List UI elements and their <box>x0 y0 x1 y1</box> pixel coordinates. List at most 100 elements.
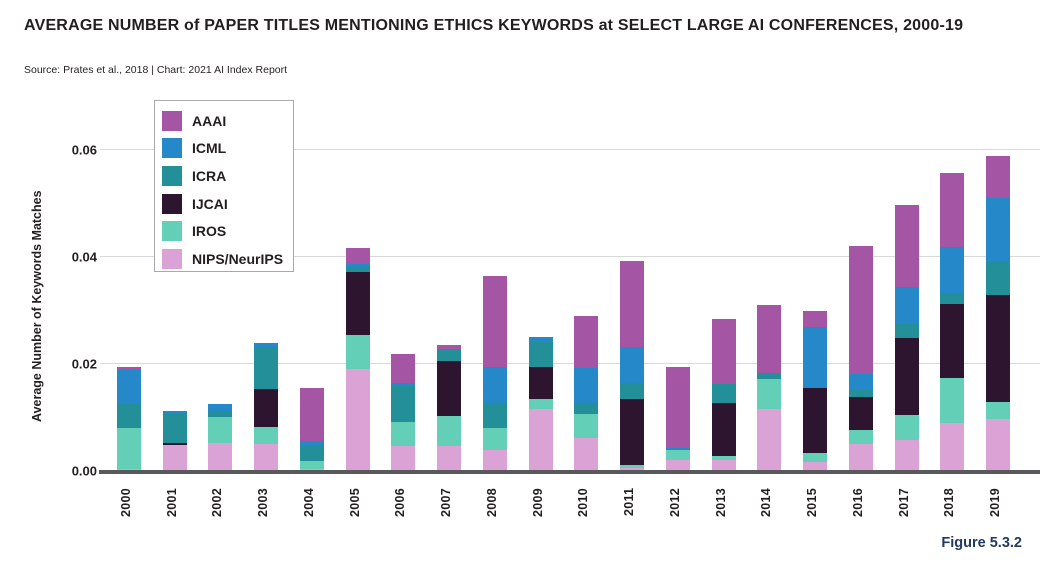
bar-segment-ICML <box>665 448 690 451</box>
bar-segment-NIPS/NeurIPS <box>940 423 965 471</box>
bar-segment-ICML <box>117 369 141 404</box>
bar-segment-AAAI <box>940 173 965 247</box>
bar-segment-ICRA <box>391 386 416 423</box>
x-tick-label-2006: 2006 <box>393 487 408 517</box>
x-tick-label-2008: 2008 <box>484 487 499 517</box>
bar-segment-ICML <box>254 342 279 347</box>
legend-item-IJCAI: IJCAI <box>162 190 293 218</box>
x-tick-label-2011: 2011 <box>622 487 637 517</box>
x-tick-label-2001: 2001 <box>164 487 179 517</box>
bar-segment-ICML <box>391 383 416 387</box>
chart-title: AVERAGE NUMBER of PAPER TITLES MENTIONIN… <box>24 17 964 34</box>
bar-segment-NIPS/NeurIPS <box>528 408 553 471</box>
x-axis-line <box>99 470 1040 474</box>
x-tick-label-2018: 2018 <box>942 487 957 517</box>
legend-item-AAAI: AAAI <box>162 107 293 135</box>
bar-segment-IJCAI <box>711 402 736 457</box>
bar-2011 <box>620 261 645 471</box>
bar-segment-IROS <box>482 427 507 450</box>
gridline-0.02 <box>100 363 1040 364</box>
legend-swatch-icon <box>162 221 182 242</box>
bar-segment-ICML <box>208 403 233 412</box>
bar-segment-IROS <box>299 460 324 469</box>
legend-label: IJCAI <box>192 195 228 212</box>
bar-segment-IJCAI <box>986 295 1010 402</box>
bar-segment-ICML <box>986 197 1010 262</box>
bar-segment-IJCAI <box>894 338 919 415</box>
legend-swatch-icon <box>162 248 182 269</box>
bar-segment-ICML <box>574 367 599 403</box>
bar-segment-NIPS/NeurIPS <box>711 460 736 471</box>
bar-segment-NIPS/NeurIPS <box>574 437 599 471</box>
bar-segment-NIPS/NeurIPS <box>894 439 919 471</box>
bar-segment-IJCAI <box>254 389 279 427</box>
bar-segment-ICRA <box>986 261 1010 295</box>
bar-segment-AAAI <box>711 318 736 384</box>
y-tick-label: 0.06 <box>71 142 97 158</box>
bar-segment-IJCAI <box>437 361 462 416</box>
legend-swatch-icon <box>162 138 182 159</box>
bar-segment-ICML <box>482 367 507 403</box>
x-tick-label-2013: 2013 <box>713 487 728 517</box>
bar-2014 <box>757 305 782 471</box>
bar-segment-NIPS/NeurIPS <box>162 445 187 471</box>
bar-segment-ICML <box>528 336 553 342</box>
x-tick-label-2010: 2010 <box>576 487 591 517</box>
gridline-0.06 <box>100 149 1040 150</box>
bar-segment-AAAI <box>391 354 416 384</box>
y-axis-title: Average Number of Keywords Matches <box>30 190 44 422</box>
bar-segment-ICRA <box>482 402 507 428</box>
bar-segment-AAAI <box>757 305 782 374</box>
y-tick-label: 0.02 <box>71 356 97 372</box>
x-tick-label-2003: 2003 <box>256 487 271 517</box>
bar-segment-ICML <box>894 287 919 324</box>
legend-item-ICRA: ICRA <box>162 162 293 190</box>
x-tick-label-2016: 2016 <box>850 487 865 517</box>
bar-segment-AAAI <box>986 155 1010 198</box>
bar-segment-ICML <box>620 347 645 383</box>
x-tick-label-2007: 2007 <box>439 487 454 517</box>
x-tick-label-2009: 2009 <box>530 487 545 517</box>
bar-segment-NIPS/NeurIPS <box>848 443 873 471</box>
bar-segment-AAAI <box>620 261 645 348</box>
gridline-0.04 <box>100 256 1040 257</box>
bar-segment-NIPS/NeurIPS <box>391 445 416 471</box>
bar-segment-IROS <box>254 426 279 444</box>
bar-segment-ICML <box>162 410 187 413</box>
legend-label: ICRA <box>192 167 227 184</box>
bar-segment-IROS <box>391 422 416 446</box>
bar-segment-IROS <box>986 402 1010 419</box>
bar-segment-ICRA <box>528 341 553 367</box>
bar-2018 <box>940 173 965 471</box>
bar-segment-IROS <box>528 398 553 409</box>
plot-area <box>99 139 1040 474</box>
bar-segment-ICRA <box>574 402 599 415</box>
bar-2005 <box>345 247 370 471</box>
bar-segment-ICRA <box>117 403 141 428</box>
bar-segment-ICRA <box>848 390 873 397</box>
figure-number: Figure 5.3.2 <box>941 535 1022 551</box>
legend-swatch-icon <box>162 193 182 214</box>
bar-segment-AAAI <box>803 310 828 328</box>
bar-segment-AAAI <box>665 366 690 449</box>
bar-segment-NIPS/NeurIPS <box>757 409 782 471</box>
legend-label: NIPS/NeurIPS <box>192 250 284 267</box>
bar-segment-NIPS/NeurIPS <box>345 368 370 471</box>
y-tick-label: 0.04 <box>71 249 97 265</box>
bar-2003 <box>254 342 279 471</box>
x-tick-label-2005: 2005 <box>347 487 362 517</box>
legend: AAAI ICML ICRA IJCAI IROS NIPS/NeurIPS <box>154 100 294 272</box>
bar-2012 <box>665 366 690 471</box>
bar-segment-IROS <box>848 430 873 444</box>
x-tick-label-2000: 2000 <box>119 487 133 517</box>
bar-segment-NIPS/NeurIPS <box>437 446 462 471</box>
bar-segment-IROS <box>437 415 462 447</box>
x-tick-label-2004: 2004 <box>301 487 316 517</box>
legend-label: ICML <box>192 140 227 157</box>
bar-segment-IROS <box>574 414 599 438</box>
bar-segment-AAAI <box>482 276 507 368</box>
bar-segment-ICRA <box>757 373 782 379</box>
x-tick-label-2019: 2019 <box>988 487 1002 517</box>
bar-segment-ICML <box>299 440 324 445</box>
bar-segment-IJCAI <box>940 304 965 379</box>
